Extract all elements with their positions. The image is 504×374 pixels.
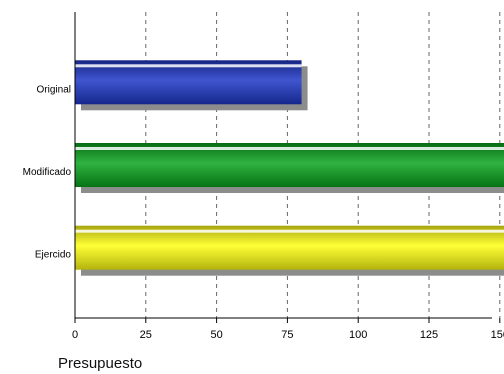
x-tick-label-100: 100 bbox=[349, 329, 367, 341]
x-tick-label-125: 125 bbox=[420, 329, 438, 341]
x-tick-label-0: 0 bbox=[72, 329, 78, 341]
x-tick-label-75: 75 bbox=[281, 329, 293, 341]
axes bbox=[74, 12, 492, 319]
bar-body bbox=[75, 143, 504, 187]
x-ticks: 0255075100125150175 bbox=[72, 318, 504, 341]
bars bbox=[75, 60, 504, 276]
category-labels: Original Modificado Ejercido bbox=[23, 84, 72, 260]
bar-body bbox=[75, 60, 302, 105]
bar-highlight bbox=[75, 147, 504, 150]
x-tick-label-50: 50 bbox=[210, 329, 222, 341]
bar-body bbox=[75, 225, 504, 270]
bar-highlight bbox=[75, 229, 504, 233]
bar-modificado bbox=[75, 143, 504, 193]
category-label-ejercido: Ejercido bbox=[35, 250, 72, 261]
bar-highlight bbox=[75, 64, 302, 68]
x-axis-title: Presupuesto bbox=[58, 355, 143, 372]
x-tick-label-150: 150 bbox=[491, 329, 504, 341]
category-label-original: Original bbox=[37, 84, 71, 95]
bar-ejercido bbox=[75, 225, 504, 276]
bar-original bbox=[75, 60, 308, 111]
category-label-modificado: Modificado bbox=[23, 167, 72, 178]
x-tick-label-25: 25 bbox=[140, 329, 152, 341]
